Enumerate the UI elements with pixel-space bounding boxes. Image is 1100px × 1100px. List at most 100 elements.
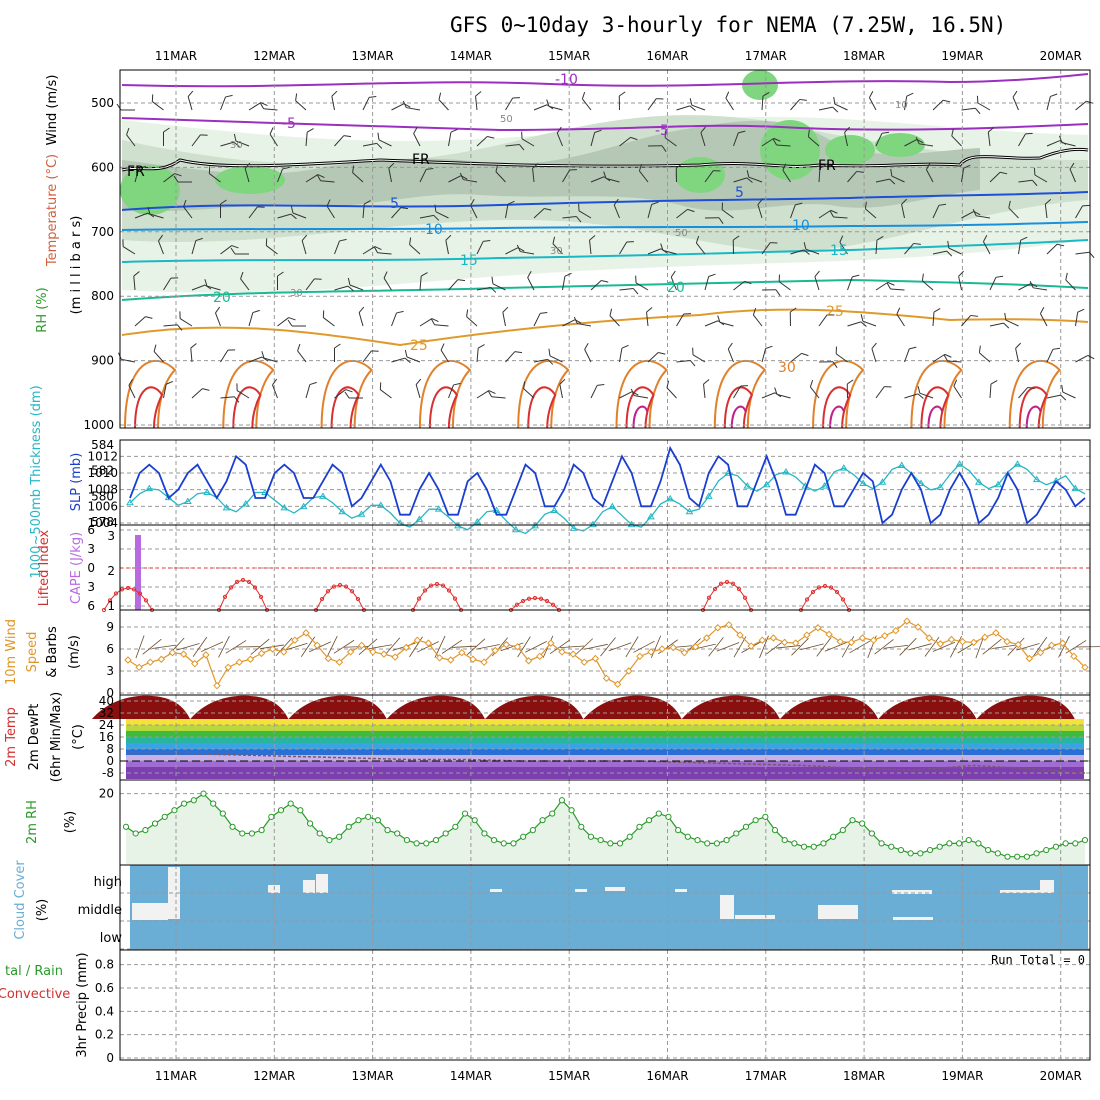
barb-flag	[884, 386, 892, 388]
upper-wind-barb	[533, 358, 554, 365]
barb-staff	[134, 316, 146, 327]
barb-staff	[263, 357, 278, 363]
wind-speed-point	[892, 626, 900, 635]
barb-staff	[352, 172, 364, 183]
cloud-gap	[605, 887, 625, 891]
upper-wind-barb	[932, 250, 953, 257]
rh-point	[558, 797, 566, 804]
wind-speed-point	[613, 680, 622, 688]
upper-wind-barb	[379, 382, 392, 399]
barb-staff	[362, 142, 377, 147]
date-label-bottom: 13MAR	[352, 1069, 394, 1083]
upper-wind-barb	[272, 378, 278, 399]
wind-speed-point	[191, 659, 199, 668]
dewpt2m-label: 2m DewPt	[27, 704, 42, 771]
wind-speed-point	[202, 651, 210, 659]
precip-tick: 0.2	[95, 1028, 114, 1042]
barb-flag	[832, 361, 838, 368]
barb-staff	[590, 132, 596, 147]
barb-staff	[948, 247, 962, 255]
upper-wind-barb	[362, 95, 377, 111]
rh-point	[946, 840, 953, 847]
date-label-bottom: 19MAR	[941, 1069, 983, 1083]
surface-wind-barb	[284, 642, 308, 651]
barb-flag	[546, 99, 550, 107]
upper-wind-barb	[163, 381, 174, 399]
rh-point	[694, 836, 701, 844]
thickness-point	[994, 480, 1003, 488]
upper-wind-barb	[388, 162, 395, 183]
barb-staff	[676, 360, 691, 363]
rh-90-blob	[875, 133, 925, 157]
barb-flag	[946, 250, 953, 257]
rh-point	[306, 820, 314, 827]
upper-wind-barb	[619, 288, 639, 295]
barb-staff	[434, 324, 449, 327]
rh-point	[432, 836, 440, 844]
surface-wind-barb	[152, 644, 176, 649]
barb-staff	[560, 645, 584, 649]
upper-wind-barb	[305, 128, 314, 147]
barb-staff	[581, 98, 592, 111]
barb-staff	[635, 282, 649, 291]
wind-speed-point	[268, 645, 277, 653]
barb-flag	[373, 246, 378, 254]
wind-speed-point	[458, 648, 466, 657]
barb-staff	[844, 132, 848, 147]
barb-staff	[248, 312, 254, 327]
upper-wind-barb	[761, 242, 778, 255]
barb-staff	[549, 639, 571, 655]
upper-wind-barb	[204, 279, 221, 291]
temp-contour-10	[121, 221, 1089, 231]
barb-flag	[145, 316, 153, 319]
upper-wind-barb	[921, 273, 934, 291]
barb-flag	[746, 177, 753, 183]
barb-staff	[875, 386, 885, 399]
barb-staff	[605, 177, 620, 183]
upper-wind-barb	[932, 203, 947, 219]
barb-staff	[220, 396, 235, 399]
upper-wind-barb	[502, 306, 509, 327]
li-line	[218, 579, 268, 611]
fr-label: FR	[127, 164, 145, 180]
upper-wind-barb	[402, 100, 421, 111]
wind-speed-point	[602, 674, 611, 683]
barb-flag	[1012, 90, 1018, 98]
barb-staff	[733, 280, 745, 291]
contour-label-25b: 25	[826, 304, 844, 320]
rh-point	[316, 830, 323, 837]
barb-flag	[540, 311, 548, 314]
temp-tick: 40	[99, 694, 114, 708]
wind-speed-point	[402, 643, 410, 652]
barb-staff	[951, 135, 962, 147]
barb-flag	[942, 99, 951, 103]
li-tick: 6	[87, 599, 95, 613]
rh-point	[936, 843, 943, 850]
barb-flag	[638, 163, 643, 172]
rh-point	[161, 813, 168, 820]
upper-wind-barb	[590, 383, 605, 399]
barb-staff	[250, 638, 270, 655]
barb-staff	[235, 140, 250, 147]
barb-flag	[227, 349, 236, 351]
barb-staff	[275, 637, 293, 656]
barb-staff	[505, 144, 520, 147]
barb-flag	[938, 203, 947, 206]
rh-line	[125, 792, 1086, 858]
rh-point	[607, 840, 614, 847]
barb-staff	[476, 390, 490, 399]
precip-tick: 0.4	[95, 1004, 114, 1018]
wind-speed-point	[435, 654, 444, 662]
barb-staff	[875, 178, 890, 183]
barb-flag	[740, 385, 748, 387]
barb-staff	[206, 285, 221, 291]
barb-staff	[776, 144, 791, 147]
upper-wind-barb	[163, 324, 183, 331]
upper-wind-barb	[1018, 179, 1038, 187]
wind-barbs	[135, 635, 1100, 659]
rh-point	[926, 846, 934, 854]
rh-point	[297, 807, 304, 814]
rh-point	[897, 846, 905, 854]
upper-wind-barb	[619, 344, 629, 363]
